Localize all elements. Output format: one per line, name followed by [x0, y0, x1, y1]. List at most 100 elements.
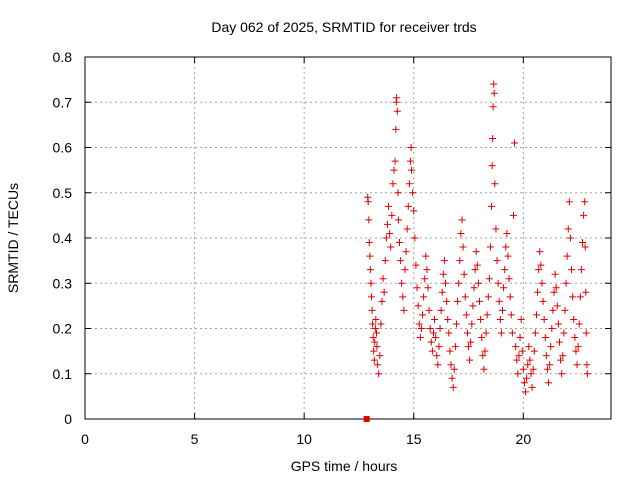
data-point — [484, 293, 492, 301]
data-point — [496, 315, 504, 323]
data-point — [524, 361, 532, 369]
data-point — [497, 329, 505, 337]
data-point — [460, 270, 468, 278]
data-point — [561, 306, 569, 314]
y-tick-label: 0.6 — [53, 140, 73, 156]
x-tick-label: 10 — [296, 431, 312, 447]
data-point — [365, 239, 373, 247]
data-point — [373, 343, 381, 351]
data-point — [564, 225, 572, 233]
data-point — [372, 315, 380, 323]
data-point — [394, 189, 402, 197]
data-point — [439, 270, 447, 278]
data-point — [580, 211, 588, 219]
tick-labels: 0 5 10 15 20 0 0.1 0.2 0.3 0.4 0.5 0.6 0.7 0.8 — [53, 49, 532, 447]
data-point — [416, 334, 424, 342]
data-point — [543, 365, 551, 373]
data-point — [569, 293, 577, 301]
data-point — [467, 338, 475, 346]
data-point — [421, 275, 429, 283]
data-point — [428, 347, 436, 355]
data-point — [515, 352, 523, 360]
data-point — [528, 383, 536, 391]
data-point — [535, 266, 543, 274]
data-point — [542, 352, 550, 360]
y-tick-label: 0.3 — [53, 275, 73, 291]
data-point — [463, 329, 471, 337]
data-point — [517, 315, 525, 323]
data-point — [371, 338, 379, 346]
data-point — [531, 329, 539, 337]
data-point — [459, 243, 467, 251]
data-point — [401, 266, 409, 274]
y-axis-label: SRMTID / TECUs — [5, 183, 21, 293]
data-point — [511, 139, 519, 147]
x-tick-label: 0 — [81, 431, 89, 447]
data-point — [549, 306, 557, 314]
data-point — [513, 356, 521, 364]
x-tick-label: 15 — [406, 431, 422, 447]
data-point — [367, 279, 375, 287]
data-point — [552, 284, 560, 292]
data-point — [435, 343, 443, 351]
chart-title: Day 062 of 2025, SRMTID for receiver trd… — [211, 19, 476, 35]
data-point — [380, 288, 388, 296]
data-point — [472, 248, 480, 256]
data-point — [400, 306, 408, 314]
data-point — [571, 334, 579, 342]
data-point — [473, 261, 481, 269]
data-point — [507, 311, 515, 319]
y-tick-label: 0.5 — [53, 185, 73, 201]
data-point — [419, 311, 427, 319]
data-point — [396, 239, 404, 247]
data-point — [536, 248, 544, 256]
data-point — [420, 293, 428, 301]
data-point — [509, 211, 517, 219]
data-point — [559, 352, 567, 360]
data-point — [486, 243, 494, 251]
data-point — [367, 293, 375, 301]
data-point — [520, 379, 528, 387]
data-point — [394, 216, 402, 224]
data-point — [388, 211, 396, 219]
data-point — [488, 162, 496, 170]
data-point — [365, 216, 373, 224]
data-point — [393, 94, 401, 102]
data-point — [489, 103, 497, 111]
data-point — [383, 220, 391, 228]
data-point — [410, 207, 418, 215]
data-point — [462, 311, 470, 319]
data-point — [411, 234, 419, 242]
data-point — [449, 383, 457, 391]
data-point — [558, 370, 566, 378]
data-point — [560, 329, 568, 337]
data-point — [422, 252, 430, 260]
data-point — [551, 270, 559, 278]
data-point — [387, 243, 395, 251]
data-point — [526, 356, 534, 364]
data-point — [538, 279, 546, 287]
data-point — [403, 225, 411, 233]
grid — [85, 57, 611, 419]
data-point — [512, 343, 520, 351]
data-point — [490, 89, 498, 97]
data-point — [572, 347, 580, 355]
data-point — [450, 365, 458, 373]
data-point — [447, 361, 455, 369]
data-point — [495, 297, 503, 305]
data-point — [415, 320, 423, 328]
data-point — [500, 284, 508, 292]
data-point — [427, 338, 435, 346]
data-point — [469, 302, 477, 310]
data-point — [499, 306, 507, 314]
y-tick-label: 0.2 — [53, 321, 73, 337]
data-point — [490, 80, 498, 88]
data-point — [405, 180, 413, 188]
data-point — [376, 352, 384, 360]
data-point — [548, 325, 556, 332]
data-point — [504, 252, 512, 260]
data-point — [566, 234, 574, 242]
y-tick-label: 0 — [64, 411, 72, 427]
data-point — [477, 315, 485, 323]
data-point — [443, 297, 451, 305]
